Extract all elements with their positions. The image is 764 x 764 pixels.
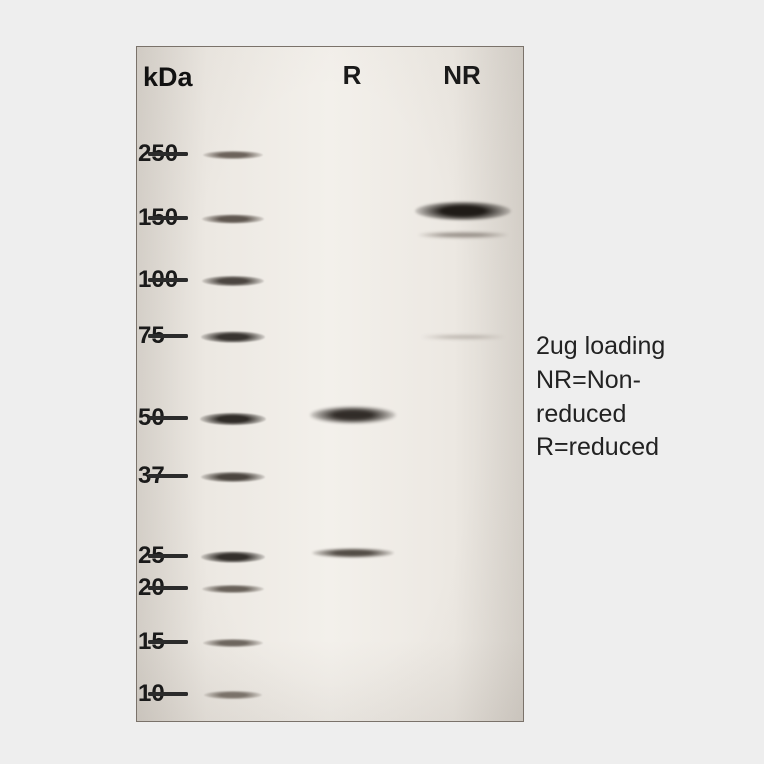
ladder-band: [201, 472, 265, 482]
mw-marker-tick: [148, 640, 188, 644]
mw-marker-tick: [148, 586, 188, 590]
annotation-line: 2ug loading: [536, 330, 665, 364]
mw-marker-label: 100: [138, 266, 144, 294]
gel-panel: [136, 46, 524, 722]
annotation-line: R=reduced: [536, 431, 665, 465]
ladder-band: [201, 332, 265, 343]
sample-band: [418, 232, 508, 238]
mw-marker-label: 150: [138, 204, 144, 232]
mw-marker-tick: [148, 334, 188, 338]
mw-marker-tick: [148, 474, 188, 478]
sample-band: [310, 407, 396, 423]
bands-layer: [137, 47, 523, 721]
mw-marker-tick: [148, 216, 188, 220]
mw-marker-label: 250: [138, 140, 144, 168]
mw-marker-label: 15: [138, 628, 144, 656]
mw-marker-label: 50: [138, 404, 144, 432]
lane-header-reduced: R: [343, 60, 362, 91]
mw-marker-label: 20: [138, 574, 144, 602]
annotation-line: NR=Non-: [536, 364, 665, 398]
lane-header-nonreduced: NR: [443, 60, 481, 91]
mw-marker-label: 25: [138, 542, 144, 570]
figure-stage: kDa 250 150 100 75 50 37 25 20 15 10 R NR 2ug loa…: [0, 0, 764, 764]
ladder-band: [203, 639, 263, 647]
mw-marker-label: 75: [138, 322, 144, 350]
annotation-line: reduced: [536, 398, 665, 432]
mw-marker-tick: [148, 692, 188, 696]
mw-marker-tick: [148, 278, 188, 282]
ladder-band: [201, 552, 265, 563]
ladder-band: [202, 276, 264, 286]
mw-marker-tick: [148, 554, 188, 558]
loading-annotation: 2ug loading NR=Non- reduced R=reduced: [536, 330, 665, 465]
mw-marker-tick: [148, 152, 188, 156]
ladder-band: [202, 585, 264, 593]
mw-marker-label: 10: [138, 680, 144, 708]
ladder-band: [200, 413, 266, 425]
sample-band: [421, 335, 505, 339]
sample-band: [415, 202, 511, 220]
ladder-band: [202, 215, 264, 224]
ladder-band: [204, 691, 262, 699]
mw-marker-label: 37: [138, 462, 144, 490]
mw-marker-tick: [148, 416, 188, 420]
sample-band: [312, 549, 394, 558]
ladder-band: [203, 151, 263, 159]
y-axis-title: kDa: [143, 62, 193, 93]
